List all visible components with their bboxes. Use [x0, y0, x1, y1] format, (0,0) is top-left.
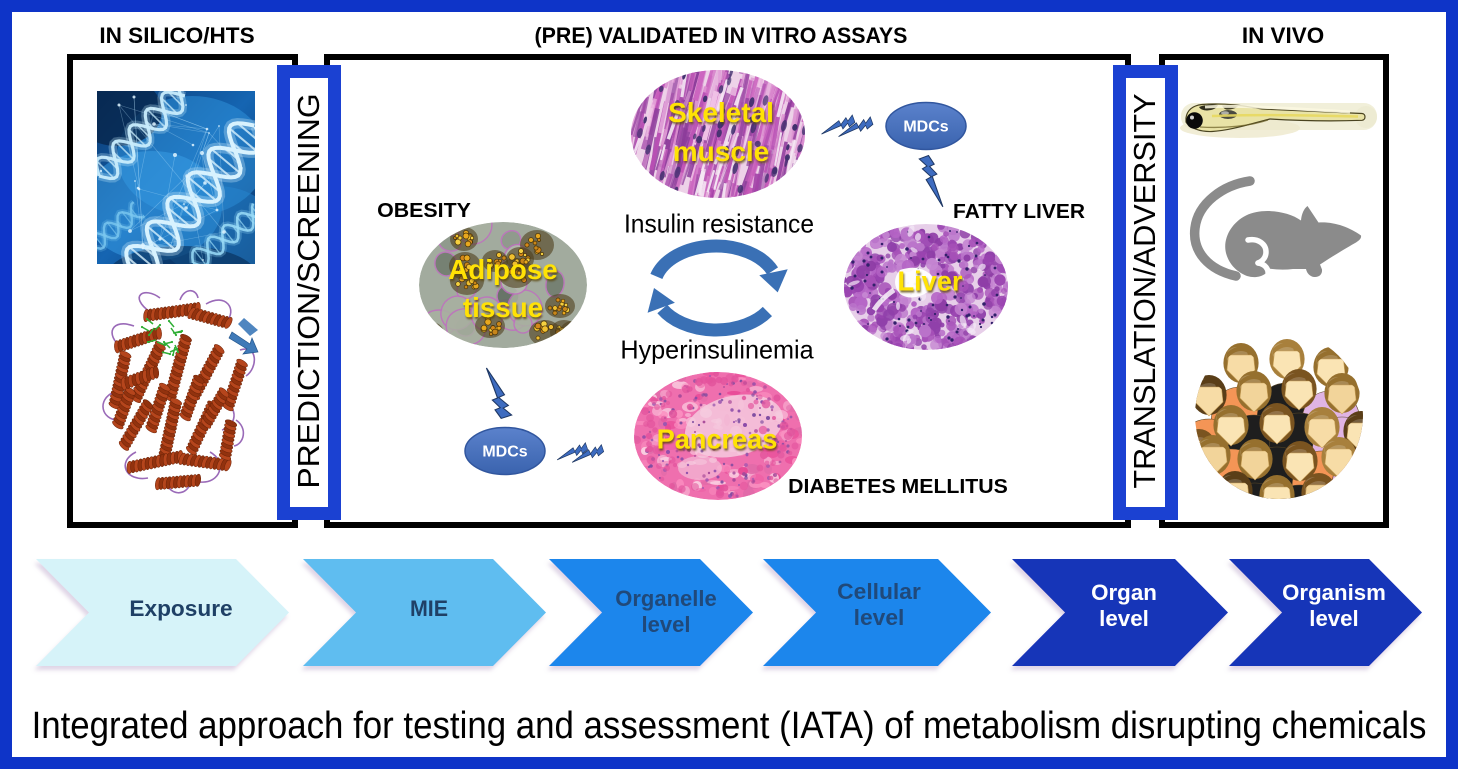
svg-text:MDCs: MDCs: [903, 119, 948, 136]
svg-text:MDCs: MDCs: [482, 444, 527, 461]
